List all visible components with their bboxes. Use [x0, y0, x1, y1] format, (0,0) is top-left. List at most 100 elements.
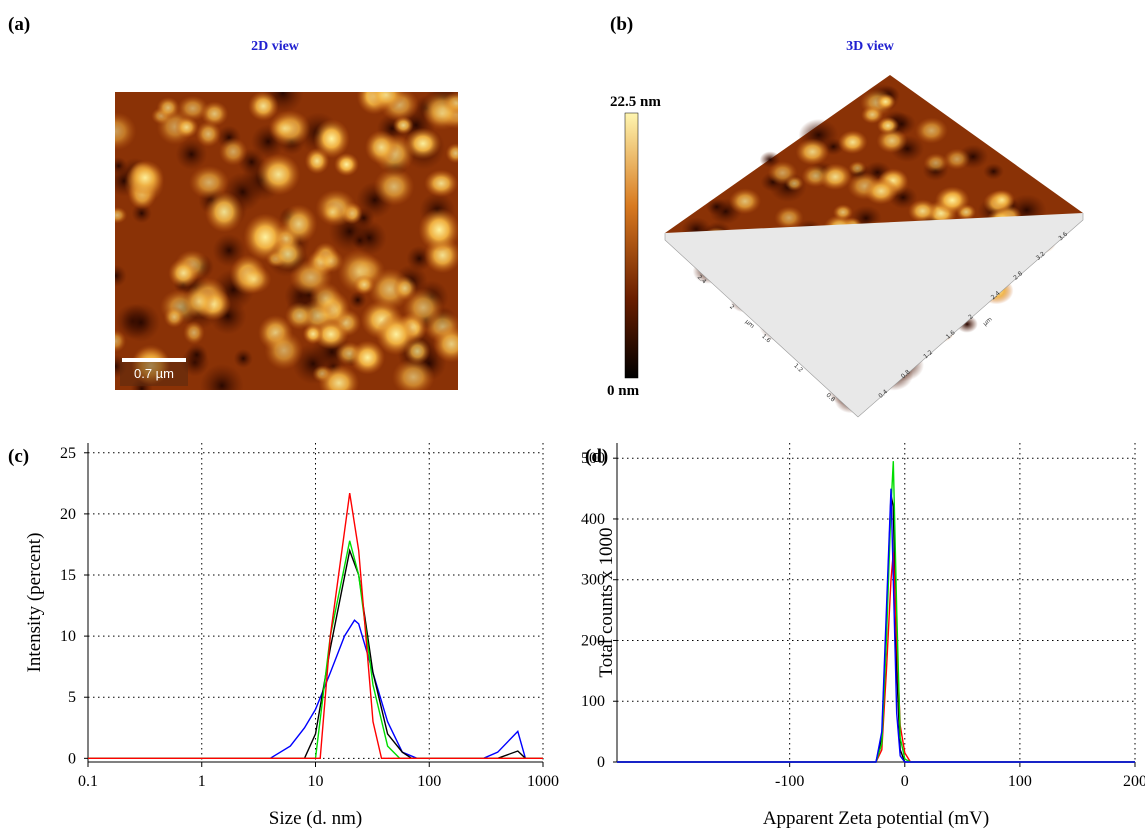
grain	[445, 143, 458, 164]
grain	[923, 153, 948, 173]
y-tick-label: 0	[597, 754, 605, 771]
pit	[115, 264, 127, 288]
axis-tick-label: 3.6	[1057, 231, 1069, 243]
y-tick-label: 5	[68, 689, 76, 706]
series-line	[88, 619, 543, 759]
axis-tick-label: 0.8	[900, 369, 912, 381]
grain	[914, 117, 948, 144]
colorbar	[624, 112, 639, 379]
pit	[121, 302, 161, 342]
grain	[289, 259, 333, 296]
grain	[235, 264, 272, 294]
series-line	[88, 492, 543, 759]
series-line	[617, 488, 1135, 763]
grain	[848, 161, 867, 176]
axis-unit: µm	[744, 318, 756, 330]
grain	[115, 206, 128, 224]
axis-unit: µm	[982, 316, 994, 328]
y-tick-label: 0	[68, 750, 76, 767]
grain	[795, 138, 830, 166]
grain	[218, 137, 248, 166]
grain	[115, 329, 127, 353]
y-axis-label: Intensity (percent)	[24, 533, 45, 673]
colorbar-min: 0 nm	[607, 383, 640, 399]
grain	[156, 96, 180, 119]
x-tick-label: 0.1	[78, 773, 98, 790]
afm-2d-image	[115, 92, 458, 390]
grain	[284, 301, 315, 330]
y-tick-label: 400	[581, 511, 605, 528]
grain	[837, 130, 868, 155]
series-line	[617, 461, 1135, 763]
panel-label: (d)	[585, 446, 608, 467]
y-tick-label: 500	[581, 450, 605, 467]
grain	[876, 128, 908, 154]
x-tick-label: 100	[417, 773, 441, 790]
panel-label: (c)	[8, 446, 29, 467]
grain	[188, 165, 230, 200]
axis-tick-label: 1.6	[945, 329, 957, 341]
axis-tick-label: 1.2	[922, 349, 934, 361]
grain	[321, 201, 344, 223]
axis-tick-label: 2	[728, 303, 736, 311]
scale-bar-bg	[120, 358, 188, 386]
grain	[418, 207, 458, 252]
grain	[818, 163, 853, 191]
axis-tick-label: 2.8	[1012, 270, 1024, 282]
grain	[313, 119, 350, 159]
grain	[364, 130, 398, 165]
grain	[264, 330, 304, 370]
grain	[432, 325, 458, 363]
y-axis-label: Total counts x 1000	[596, 527, 617, 677]
grain	[204, 191, 244, 233]
grain	[163, 306, 185, 328]
series-line	[88, 548, 543, 759]
grain	[774, 206, 804, 230]
grain	[247, 92, 279, 121]
axis-tick-label: 1.6	[760, 333, 772, 345]
grain	[832, 204, 853, 221]
pit	[351, 232, 369, 249]
pit	[349, 291, 367, 309]
x-tick-label: 200	[1123, 773, 1145, 790]
grain	[183, 320, 205, 345]
grain	[785, 176, 804, 191]
pit	[705, 198, 728, 216]
axis-tick-label: 0.4	[877, 388, 889, 400]
scale-bar	[122, 358, 186, 362]
grain	[270, 237, 306, 271]
grain	[318, 364, 360, 390]
x-tick-label: 0	[901, 773, 909, 790]
x-axis-label: Size (d. nm)	[269, 808, 362, 829]
x-tick-label: 1	[198, 773, 206, 790]
scale-bar-label: 0.7 µm	[134, 366, 174, 381]
series-line	[88, 540, 543, 759]
grain	[989, 189, 1015, 211]
grain	[302, 323, 324, 345]
grain	[200, 101, 229, 127]
grain	[350, 340, 386, 375]
pit	[175, 138, 208, 171]
axis-tick-label: 3.2	[1035, 250, 1047, 262]
grain	[393, 116, 414, 135]
x-tick-label: 10	[308, 773, 324, 790]
grain	[280, 204, 318, 244]
grain	[269, 116, 300, 141]
x-tick-label: -100	[775, 773, 804, 790]
y-tick-label: 20	[60, 506, 76, 523]
grain	[875, 93, 896, 110]
y-tick-label: 10	[60, 628, 76, 645]
pit	[233, 348, 253, 369]
grain	[313, 319, 349, 350]
series-line	[617, 552, 1135, 763]
grain	[392, 358, 435, 390]
axis-tick-label: 2	[967, 313, 975, 321]
grain	[256, 153, 301, 196]
grain	[422, 97, 458, 131]
grain	[334, 152, 359, 177]
y-tick-label: 15	[60, 567, 76, 584]
pit	[200, 363, 244, 390]
axis-tick-label: 2.4	[696, 274, 708, 286]
